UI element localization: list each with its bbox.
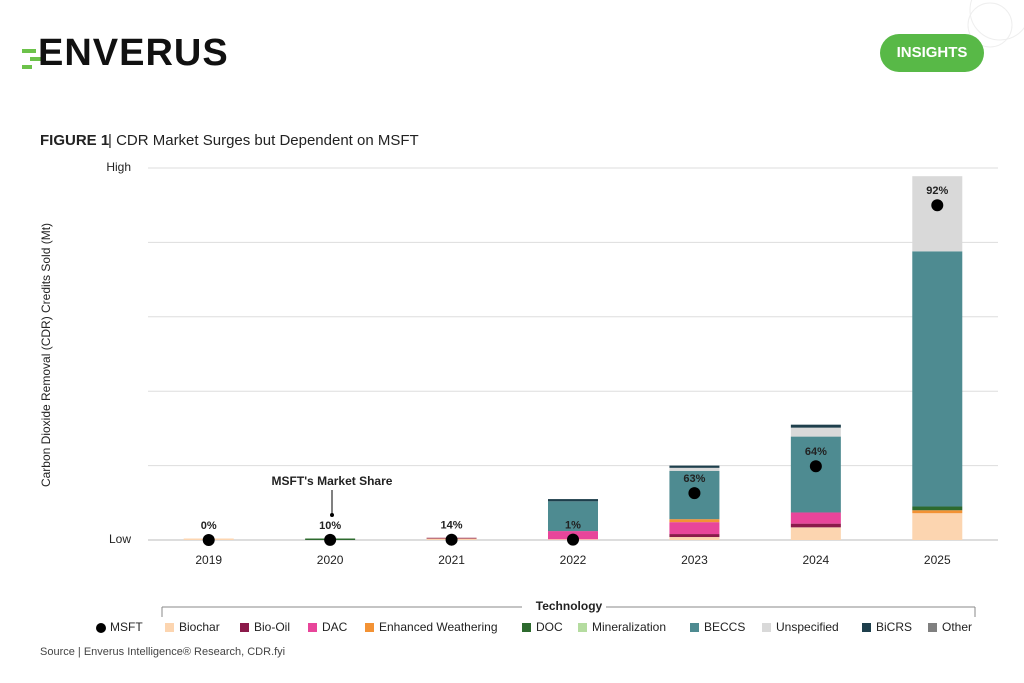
msft-label: 1% (565, 519, 581, 531)
msft-dot (809, 460, 822, 473)
legend-marker (96, 623, 106, 633)
bar-segment (669, 467, 720, 471)
bar-segment (912, 176, 963, 252)
brand: ENVERUS (38, 32, 229, 74)
x-tick-label: 2022 (560, 553, 587, 567)
decoration (969, 0, 1024, 41)
legend-swatch (365, 623, 374, 632)
msft-label: 0% (201, 520, 217, 532)
msft-dot (688, 487, 701, 500)
x-tick-label: 2023 (681, 553, 708, 567)
bar-segment (669, 534, 720, 538)
legend-title: Technology (536, 599, 603, 613)
source: Source | Enverus Intelligence® Research,… (40, 646, 285, 658)
bar-segment (669, 519, 720, 523)
bar-segment (548, 499, 598, 502)
legend-swatch (690, 623, 699, 632)
msft-dot (445, 533, 458, 546)
bar-segment (548, 501, 598, 532)
legend-swatch (240, 623, 249, 632)
legend-swatch (862, 623, 871, 632)
legend-label: Enhanced Weathering (379, 620, 498, 634)
y-tick-label: High (106, 160, 131, 174)
bar-segment (669, 465, 720, 468)
bar-segment (790, 427, 841, 437)
bar-segment (790, 424, 841, 428)
msft-label: 63% (683, 473, 705, 485)
legend-swatch (928, 623, 937, 632)
legend-label: BECCS (704, 620, 745, 634)
x-tick-label: 2021 (438, 553, 465, 567)
legend-label: Unspecified (776, 620, 839, 634)
bar-segment (912, 510, 963, 514)
bar-segment (912, 506, 963, 511)
bar-segment (790, 436, 841, 513)
x-tick-label: 2019 (195, 553, 222, 567)
logo: ENVERUS (22, 32, 229, 74)
bar-segment (790, 527, 841, 540)
bar-segment (669, 522, 720, 535)
legend-label: Mineralization (592, 620, 666, 634)
bar-segment (912, 251, 963, 507)
decoration (967, 2, 1013, 48)
msft-dot (202, 534, 215, 546)
insights-button[interactable] (880, 34, 984, 72)
x-tick-label: 2024 (803, 553, 830, 567)
annotation: MSFT's Market Share (272, 474, 393, 488)
legend-label: DOC (536, 620, 563, 634)
bar-segment (790, 512, 841, 524)
chart-title: | CDR Market Surges but Dependent on MSF… (108, 132, 419, 149)
bar-segment (912, 513, 963, 540)
legend-label: Other (942, 620, 972, 634)
bar-segment (790, 523, 841, 528)
legend-label: MSFT (110, 620, 143, 634)
legend-swatch (762, 623, 771, 632)
msft-dot (324, 533, 337, 546)
figure-label: FIGURE 1 (40, 132, 109, 149)
x-tick-label: 2025 (924, 553, 951, 567)
msft-dot (567, 533, 579, 546)
msft-dot (931, 199, 944, 212)
annotation-arrow-head (330, 513, 334, 517)
legend-swatch (522, 623, 531, 632)
legend-label: Biochar (179, 620, 220, 634)
y-tick-label: Low (109, 532, 131, 546)
legend-label: BiCRS (876, 620, 912, 634)
x-tick-label: 2020 (317, 553, 344, 567)
y-axis-label: Carbon Dioxide Removal (CDR) Credits Sol… (39, 223, 53, 487)
bar-segment (669, 537, 720, 540)
msft-label: 14% (441, 520, 463, 532)
legend-label: Bio-Oil (254, 620, 290, 634)
legend-label: DAC (322, 620, 348, 634)
msft-label: 64% (805, 446, 827, 458)
msft-label: 92% (926, 185, 948, 197)
legend-swatch (308, 623, 317, 632)
msft-label: 10% (319, 520, 341, 532)
legend-swatch (165, 623, 174, 632)
insights-label[interactable]: INSIGHTS (897, 44, 968, 61)
legend-swatch (578, 623, 587, 632)
